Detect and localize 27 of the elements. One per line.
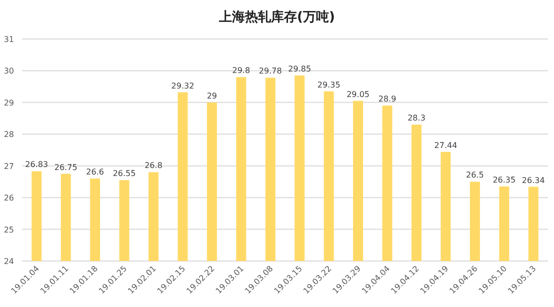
data-label: 26.8	[144, 161, 162, 170]
data-label: 29.32	[171, 81, 194, 90]
data-label: 26.35	[492, 175, 516, 184]
y-tick-label: 28	[4, 130, 14, 140]
data-label: 26.6	[86, 168, 104, 177]
data-label: 27.44	[434, 140, 458, 150]
y-tick-label: 26	[4, 194, 14, 203]
y-tick-label: 27	[4, 162, 14, 171]
chart-title: 上海热轧库存(万吨)	[218, 9, 335, 25]
data-label: 26.55	[112, 169, 136, 178]
data-label: 29.35	[317, 80, 340, 90]
data-label: 26.34	[522, 176, 545, 185]
data-label: 29.05	[346, 90, 370, 99]
y-tick-label: 30	[4, 66, 14, 76]
data-label: 26.75	[54, 162, 78, 172]
data-label: 28.3	[408, 114, 426, 123]
data-label: 29.78	[258, 66, 282, 76]
y-tick-label: 25	[4, 225, 14, 234]
y-tick-label: 24	[4, 257, 14, 266]
data-label: 26.83	[25, 160, 48, 170]
data-label: 29	[206, 91, 218, 100]
data-label: 29.8	[232, 66, 250, 76]
data-label: 26.5	[466, 170, 484, 180]
data-label: 28.9	[378, 94, 396, 104]
y-tick-label: 29	[4, 98, 14, 108]
data-label: 29.85	[288, 64, 312, 74]
y-tick-label: 31	[4, 35, 14, 44]
